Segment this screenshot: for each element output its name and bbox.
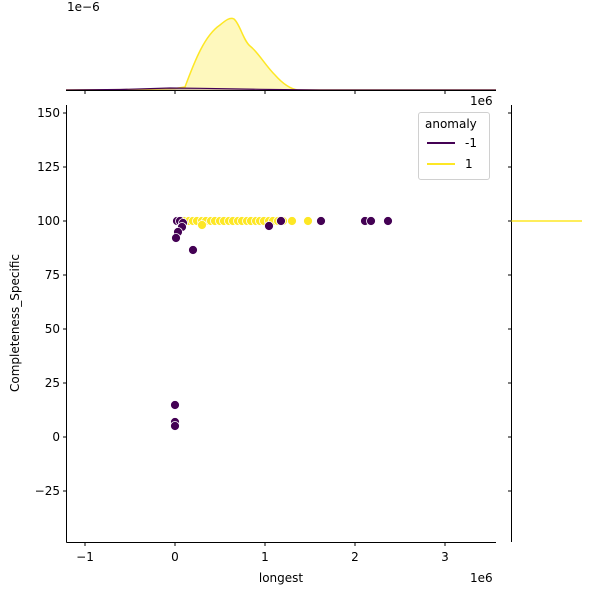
y-tick-label: 75	[45, 268, 60, 282]
y-tick-label: 100	[37, 214, 60, 228]
series-normal-points	[175, 216, 313, 230]
y-tick-label: 50	[45, 322, 60, 336]
x-tick-label: 1	[261, 550, 269, 564]
x-offset-label: 1e6	[470, 571, 493, 585]
top-marginal-x-offset: 1e6	[470, 94, 493, 108]
y-tick-label: 0	[52, 430, 60, 444]
legend-title: anomaly	[425, 117, 477, 131]
x-tick-label: 2	[351, 550, 359, 564]
y-tick-label: 125	[37, 160, 60, 174]
top-marginal-kde: 1e−6 1e6	[65, 0, 496, 108]
x-tick-label: 3	[441, 550, 449, 564]
legend-swatch-yellow	[427, 163, 455, 165]
y-tick-label: 25	[45, 376, 60, 390]
main-axes: −1 0 1 2 3 longest 1e6 −25 0 25 50 75 10…	[8, 105, 496, 585]
x-tick-label: −1	[76, 550, 94, 564]
legend-entry-normal: 1	[427, 156, 473, 172]
series-anomaly-points	[170, 216, 393, 431]
x-axis-label: longest	[259, 571, 304, 585]
y-tick-label: −25	[35, 484, 60, 498]
x-tick-label: 0	[171, 550, 179, 564]
legend-label: 1	[465, 157, 473, 171]
legend-entry-anomaly: -1	[427, 135, 477, 151]
y-axis-label: Completeness_Specific	[8, 254, 22, 392]
legend-label: -1	[465, 136, 477, 150]
top-marginal-offset: 1e−6	[67, 0, 100, 14]
legend-swatch-purple	[427, 142, 455, 144]
right-marginal-kde	[508, 105, 582, 542]
y-tick-label: 150	[37, 106, 60, 120]
legend: anomaly -1 1	[418, 112, 490, 180]
